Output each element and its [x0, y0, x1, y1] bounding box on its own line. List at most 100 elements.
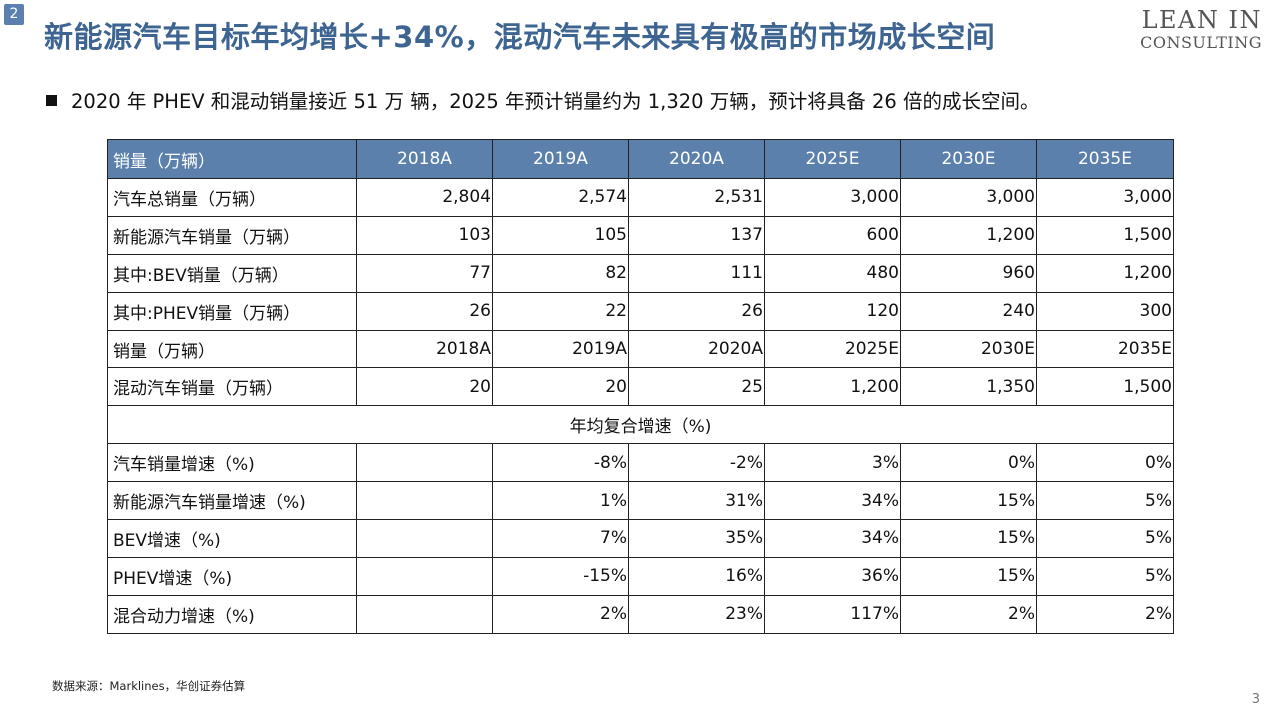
table-cell: 2,574: [492, 178, 629, 217]
table-cell: 1%: [492, 481, 629, 521]
table-cell: 2%: [1036, 594, 1174, 634]
company-logo: LEAN IN CONSULTING: [1140, 8, 1262, 51]
table-cell: 1,500: [1036, 215, 1174, 255]
square-bullet-icon: [46, 95, 57, 106]
section-row: 年均复合增速（%): [107, 405, 1174, 445]
table-cell: 15%: [900, 519, 1037, 558]
table-cell: 1,500: [1036, 367, 1174, 407]
header-cell: 2019A: [492, 139, 629, 179]
table-cell: 300: [1036, 291, 1174, 331]
table-cell: 82: [492, 253, 629, 293]
row-label: 混合动力增速（%): [107, 594, 357, 634]
table-cell: 20: [356, 367, 493, 407]
table-cell: [356, 594, 493, 634]
table-cell: 20: [492, 367, 629, 407]
table-cell: 111: [628, 253, 765, 293]
row-label: 销量（万辆）: [107, 329, 357, 369]
table-cell: [356, 519, 493, 558]
header-cell: 2018A: [356, 139, 493, 179]
table-cell: 22: [492, 291, 629, 331]
table-row: 其中:BEV销量（万辆） 77 82 111 480 960 1,200: [107, 253, 1174, 293]
table-row: 混合动力增速（%) 2% 23% 117% 2% 2%: [107, 594, 1174, 634]
row-label: 新能源汽车销量增速（%): [107, 481, 357, 521]
table-cell: 2035E: [1036, 329, 1174, 369]
table-cell: 1,200: [764, 367, 901, 407]
table-cell: 34%: [764, 481, 901, 521]
header-cell: 2020A: [628, 139, 765, 179]
table-cell: [356, 556, 493, 596]
header-cell: 销量（万辆）: [107, 139, 357, 179]
table-cell: 5%: [1036, 481, 1174, 521]
table-cell: 3%: [764, 443, 901, 483]
table-cell: 2018A: [356, 329, 493, 369]
table-cell: 31%: [628, 481, 765, 521]
table-cell: 7%: [492, 519, 629, 558]
table-cell: 120: [764, 291, 901, 331]
summary-text: 2020 年 PHEV 和混动销量接近 51 万 辆，2025 年预计销量约为 …: [71, 90, 1040, 113]
table-row: 其中:PHEV销量（万辆） 26 22 26 120 240 300: [107, 291, 1174, 331]
logo-line-1: LEAN IN: [1141, 6, 1262, 34]
table-row: 汽车总销量（万辆） 2,804 2,574 2,531 3,000 3,000 …: [107, 178, 1174, 217]
table-cell: 240: [900, 291, 1037, 331]
table-row: 新能源汽车销量（万辆） 103 105 137 600 1,200 1,500: [107, 215, 1174, 255]
table-cell: 23%: [628, 594, 765, 634]
table-cell: 26: [628, 291, 765, 331]
page-number: 3: [1251, 692, 1260, 707]
sales-table: 销量（万辆） 2018A 2019A 2020A 2025E 2030E 203…: [107, 139, 1174, 634]
table-cell: 34%: [764, 519, 901, 558]
table-header-row: 销量（万辆） 2018A 2019A 2020A 2025E 2030E 203…: [107, 139, 1174, 179]
table-cell: -8%: [492, 443, 629, 483]
header-cell: 2035E: [1036, 139, 1174, 179]
table-row: 混动汽车销量（万辆） 20 20 25 1,200 1,350 1,500: [107, 367, 1174, 407]
table-cell: 25: [628, 367, 765, 407]
row-label: 汽车总销量（万辆）: [107, 178, 357, 217]
table-cell: -15%: [492, 556, 629, 596]
table-cell: 3,000: [1036, 178, 1174, 217]
table-cell: 137: [628, 215, 765, 255]
table-row: BEV增速（%) 7% 35% 34% 15% 5%: [107, 519, 1174, 558]
table-row: 销量（万辆） 2018A 2019A 2020A 2025E 2030E 203…: [107, 329, 1174, 369]
table-cell: 0%: [1036, 443, 1174, 483]
table-cell: 5%: [1036, 519, 1174, 558]
table-cell: 2025E: [764, 329, 901, 369]
logo-line-2: CONSULTING: [1140, 33, 1262, 52]
table-cell: 26: [356, 291, 493, 331]
table-cell: [356, 443, 493, 483]
slide-title: 新能源汽车目标年均增长+34%，混动汽车未来具有极高的市场成长空间: [44, 20, 996, 54]
table-cell: 2,531: [628, 178, 765, 217]
row-label: PHEV增速（%): [107, 556, 357, 596]
table-cell: 1,200: [1036, 253, 1174, 293]
table-cell: -2%: [628, 443, 765, 483]
row-label: 汽车销量增速（%): [107, 443, 357, 483]
table-cell: 2019A: [492, 329, 629, 369]
summary-bullet: 2020 年 PHEV 和混动销量接近 51 万 辆，2025 年预计销量约为 …: [46, 85, 1039, 114]
table-cell: 77: [356, 253, 493, 293]
table-row: PHEV增速（%) -15% 16% 36% 15% 5%: [107, 556, 1174, 596]
table-cell: 15%: [900, 481, 1037, 521]
row-label: 其中:BEV销量（万辆）: [107, 253, 357, 293]
data-source-note: 数据来源：Marklines，华创证券估算: [52, 679, 246, 693]
row-label: 其中:PHEV销量（万辆）: [107, 291, 357, 331]
table-cell: 960: [900, 253, 1037, 293]
table-cell: 117%: [764, 594, 901, 634]
table-cell: 105: [492, 215, 629, 255]
table-cell: 3,000: [900, 178, 1037, 217]
table-cell: 2030E: [900, 329, 1037, 369]
table-cell: 5%: [1036, 556, 1174, 596]
table-row: 汽车销量增速（%) -8% -2% 3% 0% 0%: [107, 443, 1174, 483]
table-cell: 2020A: [628, 329, 765, 369]
table-cell: 3,000: [764, 178, 901, 217]
row-label: 混动汽车销量（万辆）: [107, 367, 357, 407]
table-cell: 1,200: [900, 215, 1037, 255]
section-label: 年均复合增速（%): [107, 405, 1174, 445]
table-cell: 2,804: [356, 178, 493, 217]
table-cell: 35%: [628, 519, 765, 558]
table-cell: 480: [764, 253, 901, 293]
table-cell: 2%: [492, 594, 629, 634]
row-label: 新能源汽车销量（万辆）: [107, 215, 357, 255]
row-label: BEV增速（%): [107, 519, 357, 558]
table-cell: 16%: [628, 556, 765, 596]
table-cell: 36%: [764, 556, 901, 596]
table-cell: 2%: [900, 594, 1037, 634]
table-cell: [356, 481, 493, 521]
